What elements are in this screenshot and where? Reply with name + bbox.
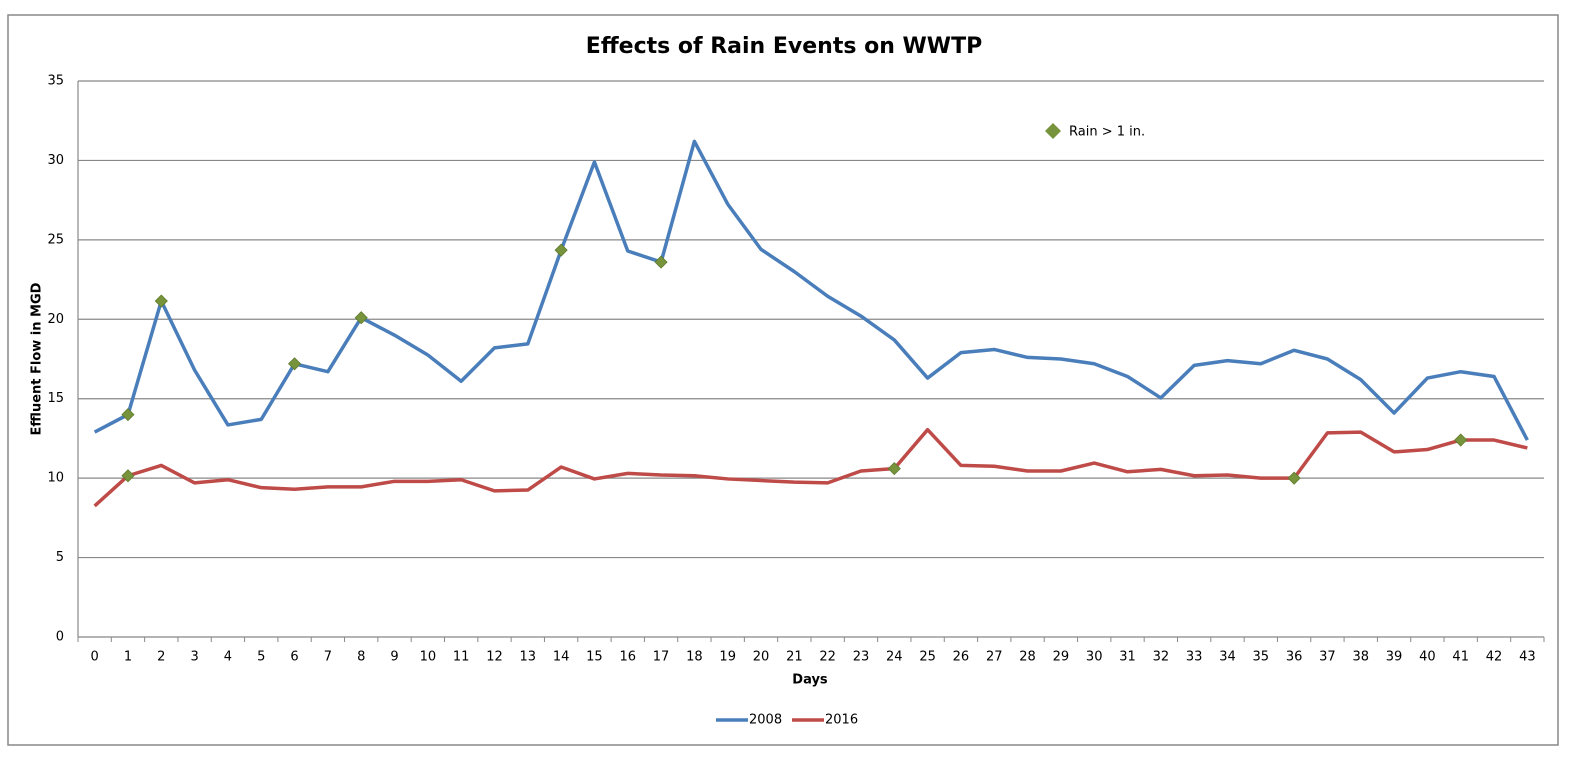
x-tick-label: 36 — [1286, 650, 1303, 665]
legend-label: 2008 — [749, 713, 782, 728]
x-tick-label: 7 — [324, 650, 332, 665]
x-tick-label: 40 — [1419, 650, 1436, 665]
chart-title: Effects of Rain Events on WWTP — [586, 34, 982, 59]
rain-marker — [554, 243, 568, 257]
x-tick-label: 31 — [1119, 650, 1136, 665]
rain-marker — [654, 255, 668, 269]
y-tick-label: 5 — [56, 550, 64, 565]
x-tick-label: 25 — [919, 650, 936, 665]
series-line — [93, 139, 1529, 441]
x-tick-label: 39 — [1386, 650, 1403, 665]
y-tick-label: 20 — [47, 312, 64, 327]
x-tick-label: 6 — [290, 650, 298, 665]
x-tick-label: 41 — [1452, 650, 1469, 665]
x-axis-title: Days — [792, 673, 828, 688]
x-tick-label: 35 — [1253, 650, 1270, 665]
y-tick-label: 15 — [47, 391, 64, 406]
rain-marker — [288, 357, 302, 371]
x-tick-label: 18 — [686, 650, 703, 665]
x-tick-label: 24 — [886, 650, 903, 665]
x-tick-label: 4 — [224, 650, 232, 665]
x-tick-label: 16 — [619, 650, 636, 665]
rain-marker — [1454, 433, 1468, 447]
x-tick-label: 23 — [853, 650, 870, 665]
x-tick-label: 27 — [986, 650, 1003, 665]
x-tick-label: 9 — [390, 650, 398, 665]
x-tick-label: 19 — [719, 650, 736, 665]
rain-marker — [154, 294, 168, 308]
legend-label: 2016 — [825, 713, 858, 728]
x-tick-label: 38 — [1352, 650, 1369, 665]
x-tick-label: 17 — [653, 650, 670, 665]
rain-marker — [1287, 471, 1301, 485]
rain-marker — [887, 462, 901, 476]
x-tick-label: 34 — [1219, 650, 1236, 665]
x-tick-label: 32 — [1153, 650, 1170, 665]
x-tick-label: 14 — [553, 650, 570, 665]
y-tick-label: 35 — [47, 74, 64, 89]
x-tick-label: 15 — [586, 650, 603, 665]
rain-marker — [121, 469, 135, 483]
x-tick-label: 11 — [453, 650, 470, 665]
x-tick-label: 43 — [1519, 650, 1536, 665]
y-tick-label: 10 — [47, 471, 64, 486]
x-tick-label: 8 — [357, 650, 365, 665]
x-tick-label: 37 — [1319, 650, 1336, 665]
y-axis-title: Effluent Flow in MGD — [30, 282, 45, 435]
rain-marker — [121, 408, 135, 422]
x-tick-label: 26 — [953, 650, 970, 665]
x-tick-label: 12 — [486, 650, 503, 665]
x-tick-label: 29 — [1053, 650, 1070, 665]
x-tick-label: 5 — [257, 650, 265, 665]
x-tick-label: 13 — [520, 650, 537, 665]
y-tick-label: 25 — [47, 232, 64, 247]
x-tick-label: 1 — [124, 650, 132, 665]
x-tick-label: 28 — [1019, 650, 1036, 665]
x-tick-label: 33 — [1186, 650, 1203, 665]
legend-marker — [1045, 123, 1061, 139]
y-tick-label: 30 — [47, 153, 64, 168]
legend-label: Rain > 1 in. — [1069, 125, 1145, 140]
x-tick-label: 21 — [786, 650, 803, 665]
x-tick-label: 10 — [420, 650, 437, 665]
x-tick-label: 22 — [819, 650, 836, 665]
rain-marker — [354, 311, 368, 325]
x-tick-label: 30 — [1086, 650, 1103, 665]
x-tick-label: 0 — [91, 650, 99, 665]
x-tick-label: 20 — [753, 650, 770, 665]
x-tick-label: 3 — [190, 650, 198, 665]
y-tick-label: 0 — [56, 630, 64, 645]
x-tick-label: 2 — [157, 650, 165, 665]
x-tick-label: 42 — [1486, 650, 1503, 665]
chart-frame — [7, 14, 1559, 746]
